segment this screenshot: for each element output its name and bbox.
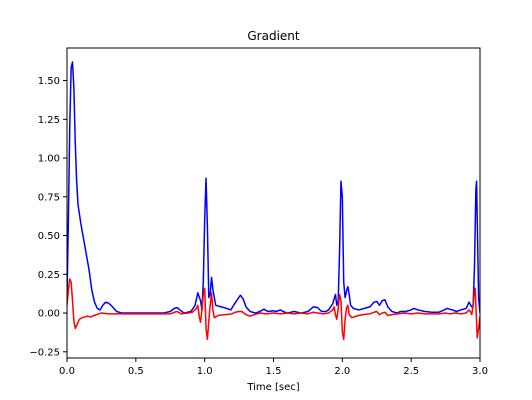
- y-tick-label: −0.25: [29, 347, 60, 358]
- y-axis: −0.25 0.00 0.25 0.50 0.75 1.00 1.25 1.50: [29, 76, 67, 358]
- x-tick-label: 1.0: [197, 366, 213, 377]
- series-line-1: [67, 61, 480, 314]
- series-line-2: [67, 278, 480, 341]
- x-tick-label: 2.0: [334, 366, 350, 377]
- series-layer: [67, 61, 480, 341]
- y-tick-label: 1.25: [38, 115, 60, 126]
- y-tick-label: 0.25: [38, 270, 60, 281]
- x-tick-label: 1.5: [266, 366, 282, 377]
- y-tick-label: 1.50: [38, 76, 60, 87]
- chart-title: Gradient: [247, 29, 300, 43]
- x-tick-label: 0.0: [59, 366, 75, 377]
- y-tick-label: 1.00: [38, 154, 60, 165]
- y-tick-label: 0.00: [38, 309, 60, 320]
- x-tick-label: 0.5: [128, 366, 144, 377]
- x-axis-label: Time [sec]: [246, 382, 299, 393]
- y-tick-label: 0.75: [38, 192, 60, 203]
- x-tick-label: 2.5: [403, 366, 419, 377]
- y-tick-label: 0.50: [38, 231, 60, 242]
- x-tick-label: 3.0: [472, 366, 488, 377]
- x-axis: 0.0 0.5 1.0 1.5 2.0 2.5 3.0: [59, 358, 488, 377]
